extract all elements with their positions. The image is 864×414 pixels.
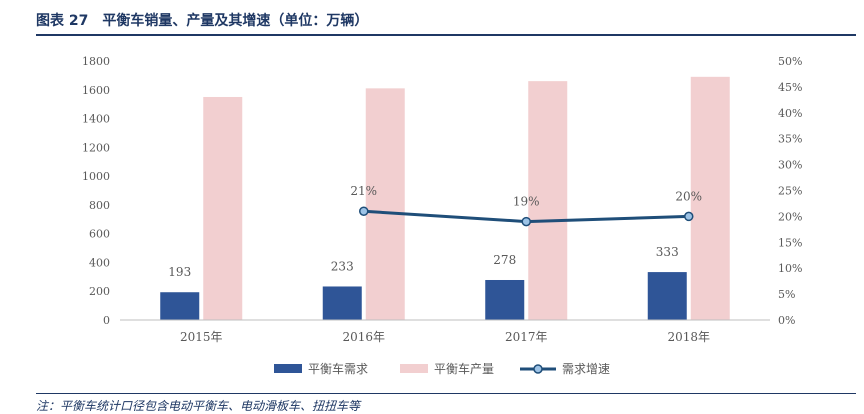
- y2-tick-label: 0%: [778, 314, 795, 327]
- y-tick-label: 600: [89, 228, 110, 241]
- y-tick-label: 800: [89, 199, 110, 212]
- production-bar-2017年: [528, 81, 568, 321]
- chart-title: 图表 27 平衡车销量、产量及其增速（单位：万辆）: [36, 13, 369, 29]
- growth-point: [359, 206, 369, 216]
- legend-growth-marker: [533, 364, 543, 374]
- demand-bars: [160, 272, 687, 320]
- legend-growth-label: 需求增速: [562, 362, 610, 376]
- note-rule: [36, 393, 856, 394]
- x-tick-label: 2016年: [342, 330, 385, 344]
- legend-production-swatch: [400, 364, 428, 373]
- growth-data-label: 21%: [350, 184, 377, 198]
- growth-line-layer: [359, 206, 694, 227]
- production-bars: [203, 76, 730, 321]
- legend-demand-swatch: [274, 364, 302, 373]
- x-tick-label: 2017年: [505, 330, 548, 344]
- demand-data-label: 278: [493, 253, 516, 267]
- demand-bar-2015年: [160, 292, 200, 320]
- production-bar-2015年: [203, 96, 243, 320]
- y2-tick-label: 25%: [778, 185, 802, 198]
- y-tick-label: 1000: [82, 170, 110, 183]
- demand-bar-2018年: [647, 272, 687, 320]
- axes: 2015年 2016年 2017年 2018年 0 200 400 600 800 1000 120…: [82, 55, 802, 344]
- growth-point: [684, 211, 694, 222]
- legend: 平衡车需求 平衡车产量 需求增速: [274, 361, 610, 376]
- x-tick-label: 2015年: [180, 330, 223, 344]
- y-tick-label: 1200: [82, 141, 110, 154]
- y2-tick-label: 10%: [778, 262, 802, 275]
- growth-data-label: 19%: [513, 195, 540, 209]
- legend-demand-label: 平衡车需求: [308, 361, 368, 376]
- production-bar-2016年: [365, 88, 405, 320]
- y2-tick-label: 30%: [778, 159, 802, 172]
- y-tick-label: 1600: [82, 84, 110, 97]
- y2-tick-label: 45%: [778, 81, 802, 94]
- y2-tick-label: 50%: [778, 55, 802, 68]
- footnote: 注：平衡车统计口径包含电动平衡车、电动滑板车、扭扭车等: [36, 399, 361, 413]
- y-tick-label: 400: [89, 256, 110, 269]
- y-tick-label: 1800: [82, 55, 110, 68]
- y2-tick-label: 40%: [778, 107, 802, 120]
- y2-tick-label: 35%: [778, 133, 802, 146]
- x-tick-label: 2018年: [667, 330, 710, 344]
- demand-data-label: 333: [656, 245, 679, 259]
- data-labels: 193 233 278 333 21% 19% 20%: [168, 184, 702, 279]
- y-tick-label: 0: [103, 314, 110, 327]
- demand-bar-2016年: [322, 286, 362, 320]
- production-bar-2018年: [690, 76, 730, 320]
- y-tick-label: 1400: [82, 113, 110, 126]
- demand-data-label: 193: [168, 265, 191, 279]
- growth-data-label: 20%: [675, 189, 702, 203]
- demand-bar-2017年: [485, 279, 525, 320]
- y2-tick-label: 20%: [778, 210, 802, 223]
- y2-tick-label: 15%: [778, 236, 802, 249]
- demand-data-label: 233: [331, 259, 354, 273]
- y2-tick-label: 5%: [778, 288, 795, 301]
- legend-production-label: 平衡车产量: [434, 361, 494, 376]
- growth-point: [521, 216, 531, 227]
- y-tick-label: 200: [89, 285, 110, 298]
- title-rule: [36, 34, 856, 36]
